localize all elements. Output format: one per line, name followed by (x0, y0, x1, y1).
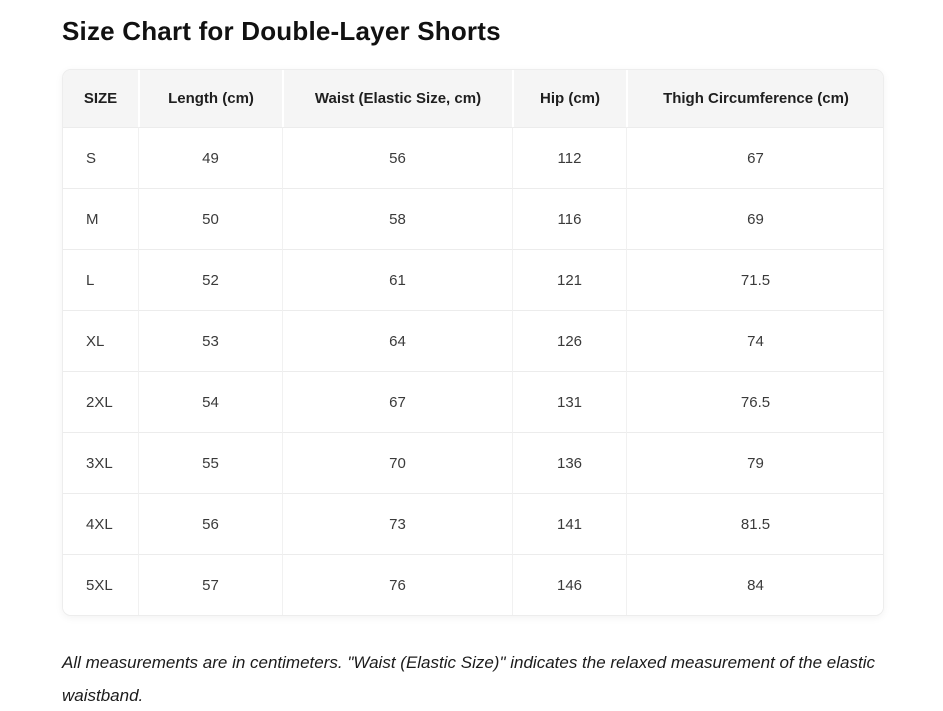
hip-cell: 136 (512, 432, 626, 493)
waist-cell: 73 (282, 493, 512, 554)
table-row: 2XL 54 67 131 76.5 (63, 371, 883, 432)
table-row: M 50 58 116 69 (63, 188, 883, 249)
thigh-cell: 67 (626, 127, 883, 188)
thigh-cell: 69 (626, 188, 883, 249)
size-cell: L (63, 249, 138, 310)
table-row: 5XL 57 76 146 84 (63, 554, 883, 615)
waist-cell: 61 (282, 249, 512, 310)
thigh-cell: 74 (626, 310, 883, 371)
thigh-cell: 81.5 (626, 493, 883, 554)
thigh-cell: 71.5 (626, 249, 883, 310)
hip-cell: 131 (512, 371, 626, 432)
hip-cell: 112 (512, 127, 626, 188)
length-cell: 57 (138, 554, 282, 615)
size-cell: 5XL (63, 554, 138, 615)
page-title: Size Chart for Double-Layer Shorts (62, 16, 501, 46)
waist-cell: 76 (282, 554, 512, 615)
table-row: XL 53 64 126 74 (63, 310, 883, 371)
length-cell: 54 (138, 371, 282, 432)
size-cell: 4XL (63, 493, 138, 554)
waist-cell: 58 (282, 188, 512, 249)
size-cell: 3XL (63, 432, 138, 493)
size-cell: 2XL (63, 371, 138, 432)
size-cell: S (63, 127, 138, 188)
length-cell: 50 (138, 188, 282, 249)
table-row: 3XL 55 70 136 79 (63, 432, 883, 493)
waist-cell: 67 (282, 371, 512, 432)
table-row: S 49 56 112 67 (63, 127, 883, 188)
hip-cell: 146 (512, 554, 626, 615)
hip-cell: 141 (512, 493, 626, 554)
waist-cell: 64 (282, 310, 512, 371)
size-cell: XL (63, 310, 138, 371)
length-cell: 56 (138, 493, 282, 554)
hip-cell: 126 (512, 310, 626, 371)
waist-cell: 56 (282, 127, 512, 188)
waist-cell: 70 (282, 432, 512, 493)
column-header-size: SIZE (63, 70, 138, 127)
column-header-length: Length (cm) (138, 70, 282, 127)
length-cell: 49 (138, 127, 282, 188)
thigh-cell: 84 (626, 554, 883, 615)
size-chart-table: SIZE Length (cm) Waist (Elastic Size, cm… (63, 70, 883, 615)
hip-cell: 121 (512, 249, 626, 310)
size-chart-card: SIZE Length (cm) Waist (Elastic Size, cm… (62, 69, 884, 616)
column-header-thigh: Thigh Circumference (cm) (626, 70, 883, 127)
thigh-cell: 76.5 (626, 371, 883, 432)
column-header-waist: Waist (Elastic Size, cm) (282, 70, 512, 127)
column-header-hip: Hip (cm) (512, 70, 626, 127)
thigh-cell: 79 (626, 432, 883, 493)
table-row: L 52 61 121 71.5 (63, 249, 883, 310)
size-cell: M (63, 188, 138, 249)
hip-cell: 116 (512, 188, 626, 249)
length-cell: 55 (138, 432, 282, 493)
length-cell: 53 (138, 310, 282, 371)
table-header-row: SIZE Length (cm) Waist (Elastic Size, cm… (63, 70, 883, 127)
table-row: 4XL 56 73 141 81.5 (63, 493, 883, 554)
measurement-footnote: All measurements are in centimeters. "Wa… (62, 653, 875, 706)
length-cell: 52 (138, 249, 282, 310)
